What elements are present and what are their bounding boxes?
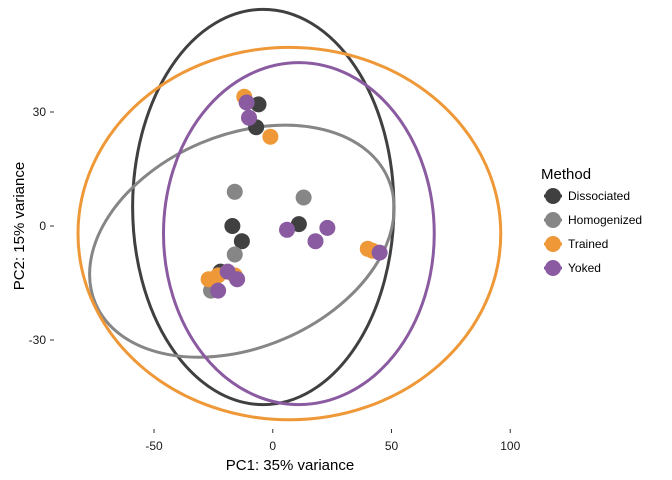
legend-key-trained <box>545 236 561 252</box>
point-yoked-1 <box>238 94 255 111</box>
y-axis-title: PC2: 15% variance <box>11 162 28 290</box>
legend-label-trained: Trained <box>568 237 608 251</box>
point-yoked-5 <box>210 282 227 299</box>
x-tick-label--50: -50 <box>145 439 163 453</box>
point-yoked-9 <box>371 244 388 261</box>
y-tick-label-30: 30 <box>33 105 47 119</box>
legend: Method Dissociated Homogenized Trained Yoke… <box>541 166 642 276</box>
point-dissociated-5 <box>290 216 307 233</box>
legend-label-yoked: Yoked <box>568 261 601 275</box>
point-homogenized-1 <box>226 183 243 200</box>
legend-title: Method <box>541 166 591 183</box>
x-tick-label-0: 0 <box>269 439 276 453</box>
legend-label-homogenized: Homogenized <box>568 213 642 227</box>
confidence-ellipses <box>76 7 503 422</box>
y-tick-label--30: -30 <box>29 333 47 347</box>
point-homogenized-2 <box>295 189 312 206</box>
legend-key-dissociated <box>545 188 561 204</box>
ellipse-yoked <box>162 61 436 407</box>
point-dissociated-3 <box>224 218 241 234</box>
ellipse-homogenized <box>88 123 396 359</box>
point-yoked-8 <box>319 219 336 236</box>
x-tick-label-100: 100 <box>500 439 520 453</box>
y-tick-label-0: 0 <box>39 219 46 233</box>
legend-key-yoked <box>545 260 561 276</box>
point-yoked-4 <box>229 271 246 288</box>
legend-label-dissociated: Dissociated <box>568 189 630 203</box>
data-points <box>200 88 388 299</box>
ellipse-trained <box>76 45 503 422</box>
point-trained-2 <box>262 128 279 145</box>
point-yoked-7 <box>307 233 324 250</box>
point-dissociated-1 <box>250 96 267 113</box>
axes: -50 0 50 100 -30 0 30 <box>29 105 521 453</box>
x-tick-label-50: 50 <box>385 439 399 453</box>
x-axis-title: PC1: 35% variance <box>226 457 354 474</box>
point-dissociated-4 <box>233 233 250 250</box>
legend-key-homogenized <box>545 212 561 228</box>
point-homogenized-3 <box>226 246 243 263</box>
point-yoked-6 <box>279 221 295 238</box>
point-yoked-2 <box>241 109 257 126</box>
